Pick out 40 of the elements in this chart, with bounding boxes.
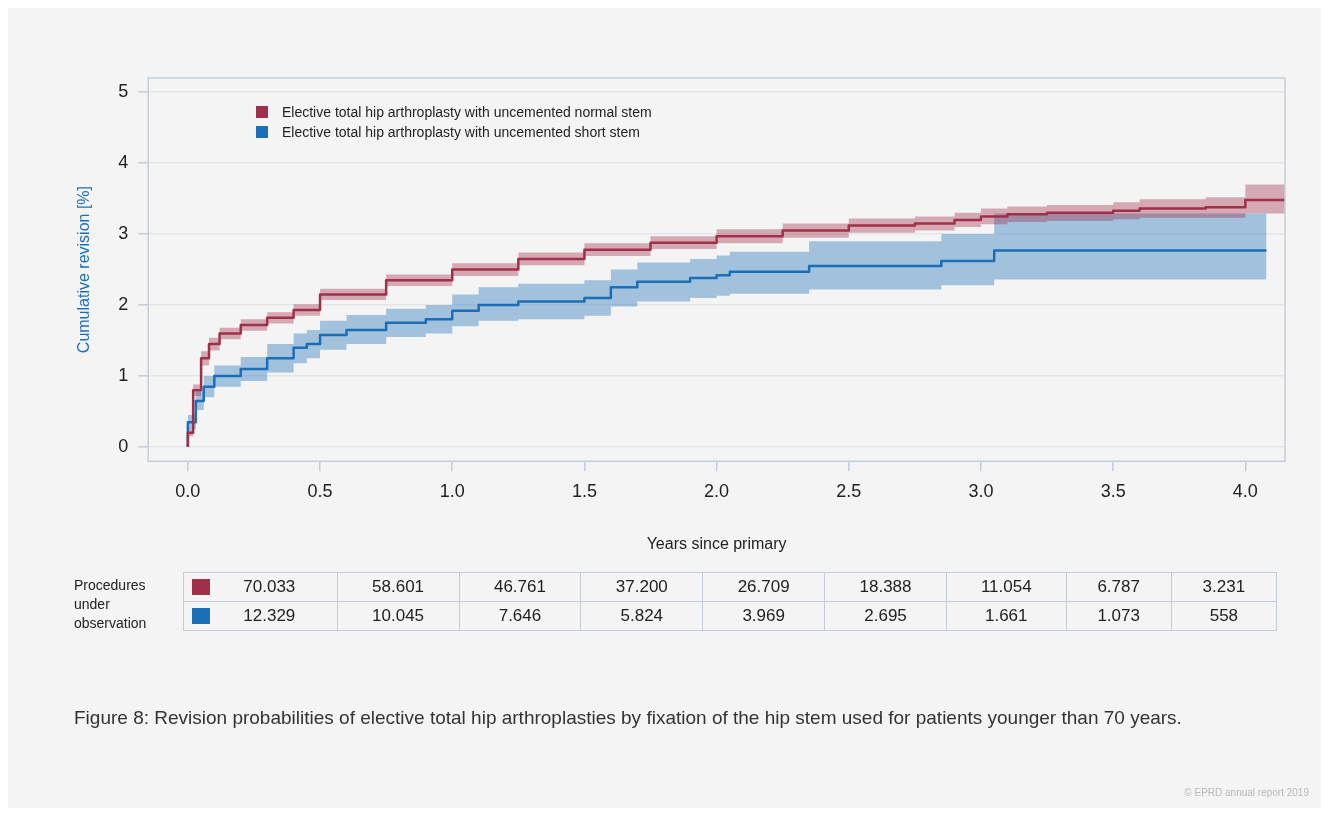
text: 26.709 [737, 577, 790, 597]
x-tick-label: 2.0 [704, 480, 730, 501]
text: 58.601 [372, 577, 425, 597]
text: 70.033 [242, 577, 297, 597]
text: 10.045 [372, 606, 425, 626]
y-tick-label: 5 [118, 81, 129, 102]
text: 12.329 [242, 606, 297, 626]
text: 37.200 [615, 577, 668, 597]
text: 11.054 [980, 577, 1032, 597]
x-tick-label: 4.0 [1232, 480, 1258, 501]
x-tick-label: 1.5 [571, 480, 597, 501]
y-tick-label: 2 [118, 294, 129, 315]
x-tick-label: 2.5 [836, 480, 862, 501]
text: 558 [1209, 606, 1239, 626]
x-tick-label: 3.0 [968, 480, 994, 501]
legend-label: Elective total hip arthroplasty with uncemented short stem [282, 123, 640, 142]
text: 6.787 [1097, 577, 1140, 597]
text: 1.073 [1097, 606, 1140, 626]
text: 3.231 [1202, 577, 1246, 597]
x-tick-label: 0.5 [307, 480, 333, 501]
x-tick-label: 1.0 [439, 480, 465, 501]
x-axis-title: Years since primary [646, 534, 787, 552]
text: © EPRD annual report 2019 [1184, 787, 1309, 798]
caption: Figure 8: Revision probabilities of elective total hip arthroplasties by fixation of the hip stem used for patients younger than 70 years. [74, 706, 1183, 730]
x-tick-label: 0.0 [175, 480, 201, 501]
text: Procedures under observation [74, 576, 148, 633]
x-tick-label: 3.5 [1100, 480, 1126, 501]
text: 1.661 [984, 606, 1028, 626]
text: 46.761 [493, 577, 546, 597]
text: 3.969 [742, 606, 785, 626]
y-tick-label: 3 [118, 223, 129, 244]
legend-label: Elective total hip arthroplasty with uncemented normal stem [282, 103, 652, 122]
text: 5.824 [620, 606, 664, 626]
text: 18.388 [859, 577, 912, 597]
text: 2.695 [864, 606, 907, 626]
y-tick-label: 4 [118, 152, 129, 173]
y-tick-label: 0 [118, 435, 129, 456]
y-tick-label: 1 [118, 365, 129, 386]
text: 7.646 [498, 606, 542, 626]
y-axis-title: Cumulative revision [%] [75, 186, 93, 354]
